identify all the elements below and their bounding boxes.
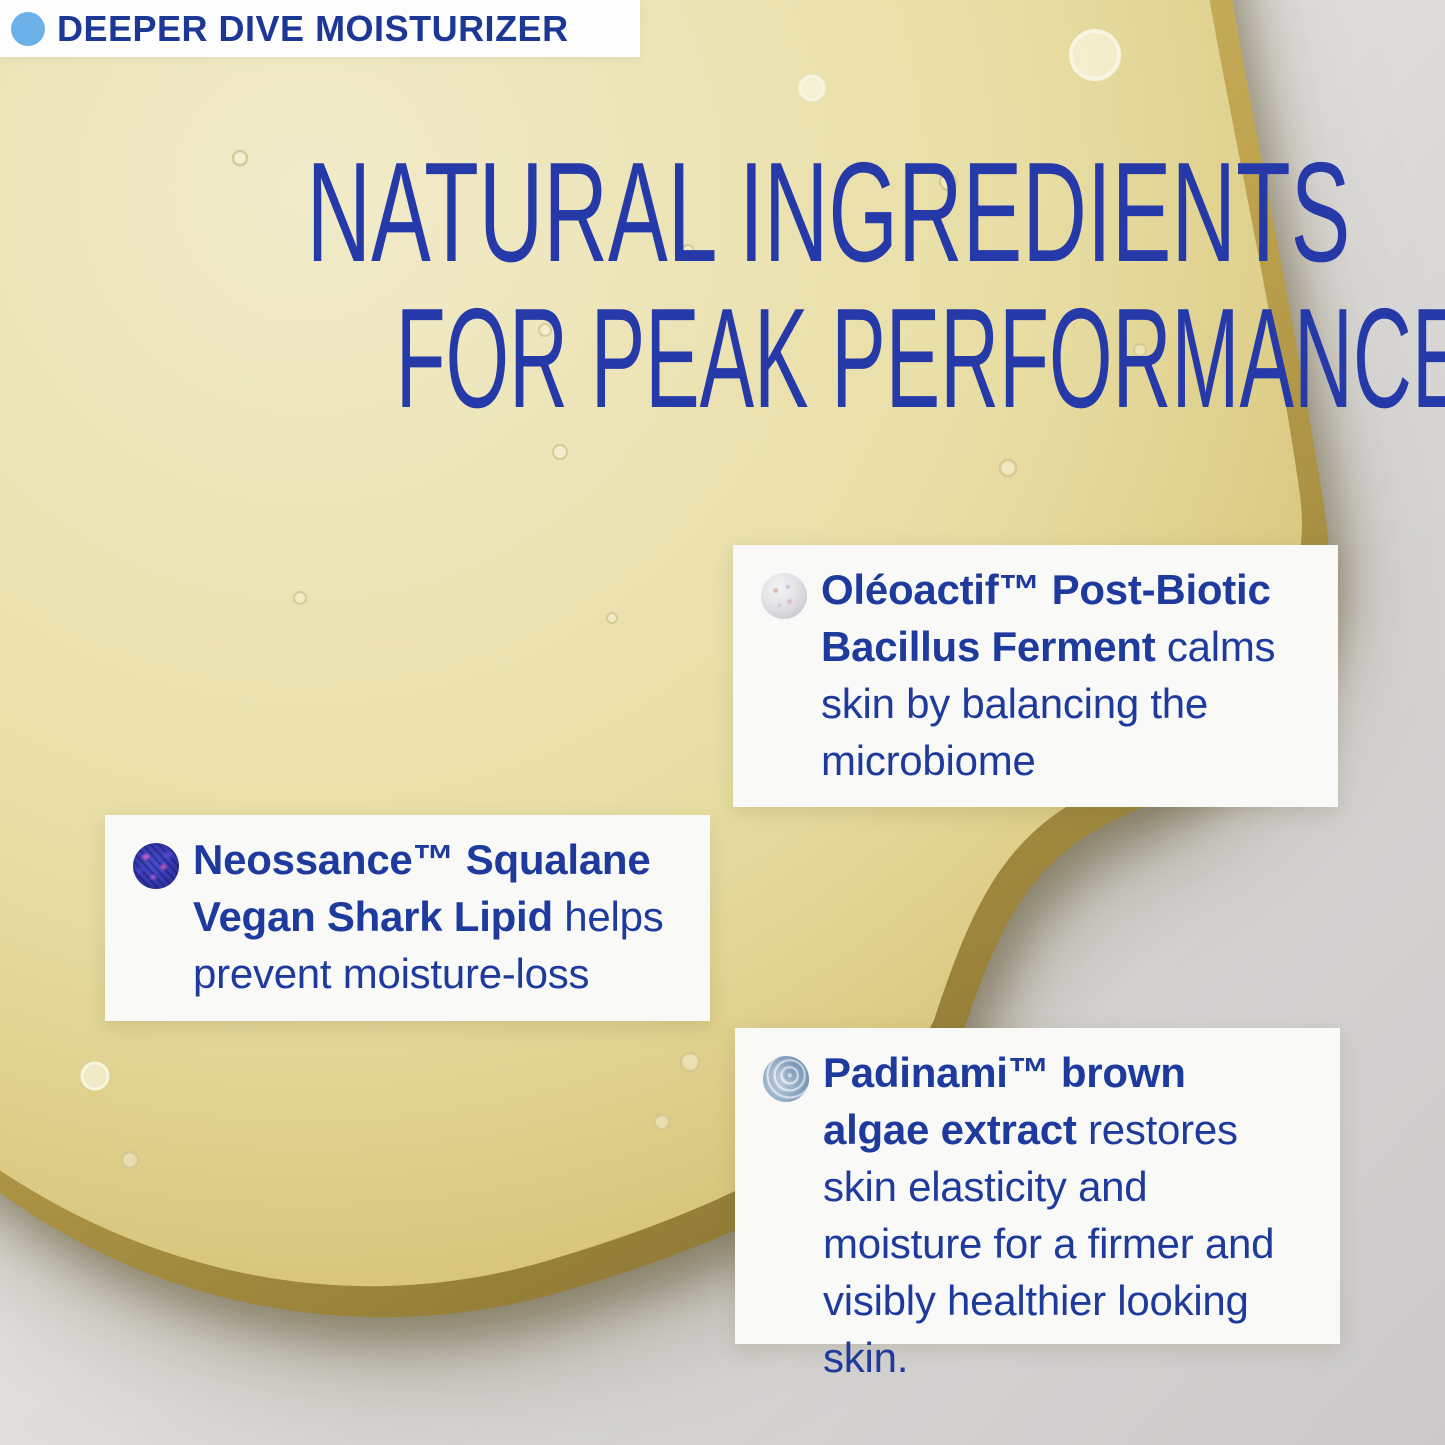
headline-line-2: FOR PEAK PERFORMANCE	[395, 279, 1445, 438]
squalane-lipid-photo-icon	[133, 843, 179, 889]
ingredient-card-text: Padinami™ brown algae extract restores s…	[823, 1044, 1288, 1381]
post-biotic-ferment-photo-icon	[761, 573, 807, 619]
headline-line-1: NATURAL INGREDIENTS	[306, 133, 1351, 292]
ingredient-description: helps prevent moisture-loss	[193, 893, 664, 997]
ingredient-card-neossance: Neossance™ Squalane Vegan Shark Lipid he…	[105, 815, 710, 1021]
headline: NATURAL INGREDIENTS FOR PEAK PERFORMANCE	[0, 140, 1445, 432]
ingredient-name: Neossance™ Squalane Vegan Shark Lipid	[193, 836, 651, 940]
blue-dot-icon	[11, 11, 45, 46]
ingredient-card-padinami: Padinami™ brown algae extract restores s…	[735, 1028, 1340, 1381]
brown-algae-photo-icon	[763, 1056, 809, 1102]
ingredient-card-oleoactif: Oléoactif™ Post-Biotic Bacillus Ferment …	[733, 545, 1338, 807]
brand-tag: DEEPER DIVE MOISTURIZER	[0, 0, 640, 57]
ingredient-name: Padinami™ brown algae extract	[823, 1049, 1186, 1153]
ingredient-card-text: Neossance™ Squalane Vegan Shark Lipid he…	[193, 831, 677, 1005]
brand-tag-label: DEEPER DIVE MOISTURIZER	[57, 7, 569, 49]
ingredient-card-text: Oléoactif™ Post-Biotic Bacillus Ferment …	[821, 561, 1291, 791]
swatch-bubbles	[80, 29, 1147, 1170]
ingredient-description: calms skin by balancing the microbiome	[821, 623, 1276, 784]
ingredient-name: Oléoactif™ Post-Biotic Bacillus Ferment	[821, 566, 1271, 670]
ingredient-description: restores skin elasticity and moisture fo…	[823, 1106, 1275, 1381]
